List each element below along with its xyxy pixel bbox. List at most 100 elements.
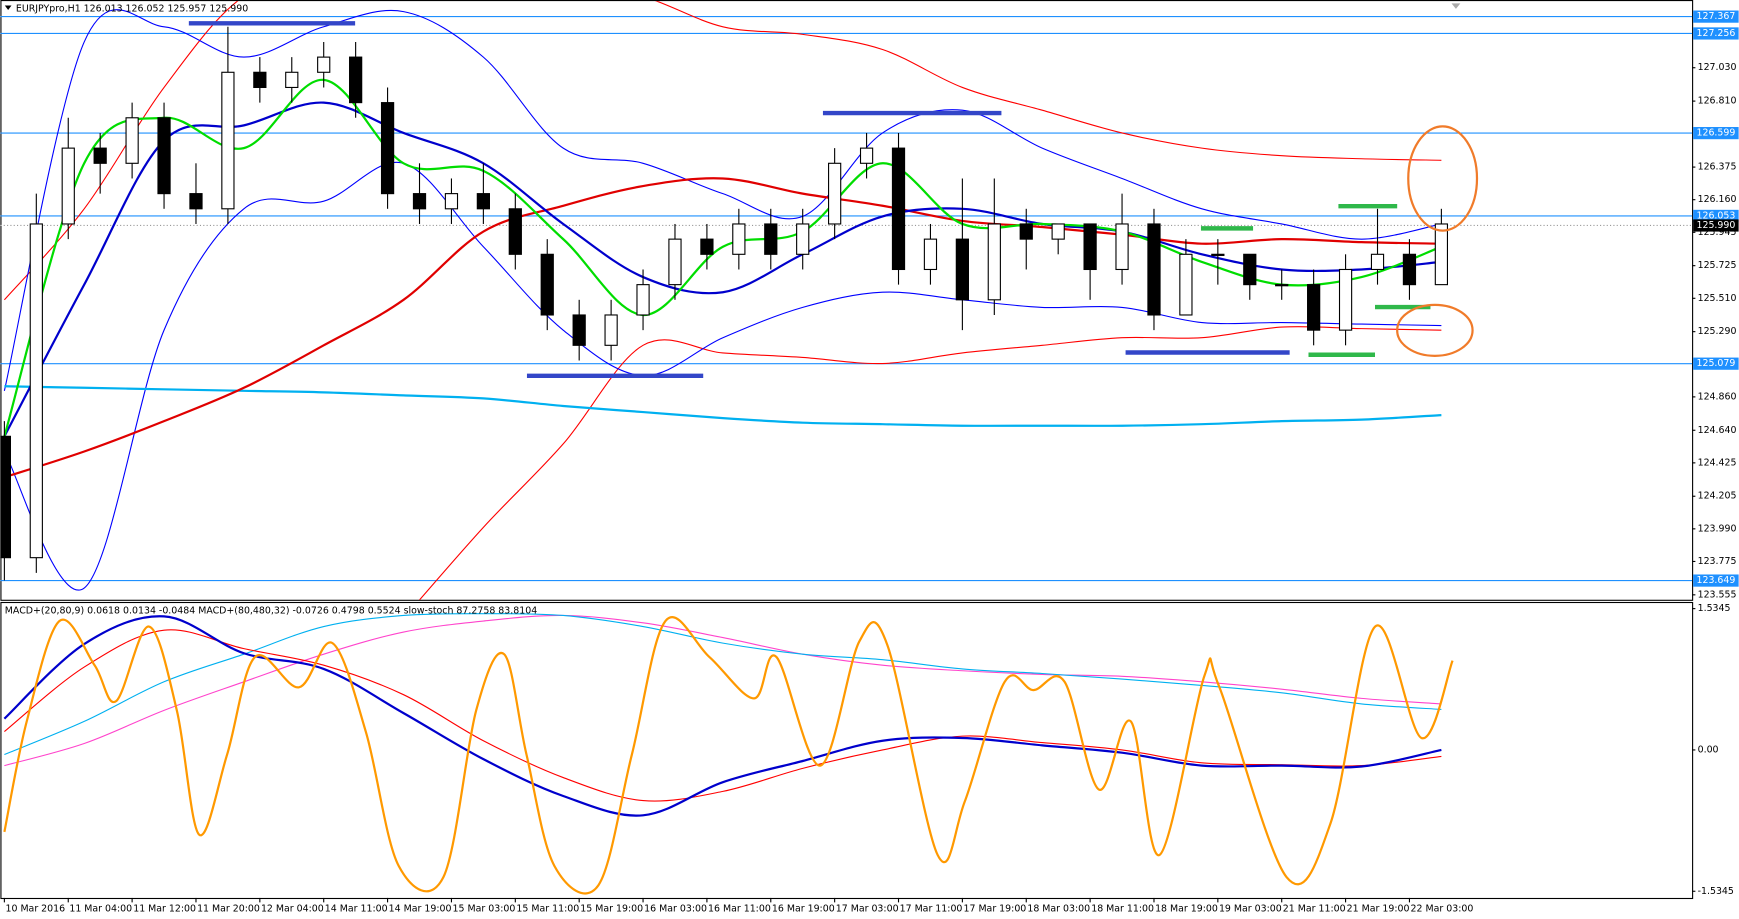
y-tick-label: 126.160 <box>1698 194 1737 205</box>
x-tick-label: 15 Mar 11:00 <box>516 904 579 915</box>
candle-body <box>700 238 714 255</box>
candle-body <box>1147 223 1161 316</box>
candle-body <box>604 314 618 346</box>
last-price-label: 125.990 <box>1696 220 1735 231</box>
x-tick-label: 11 Mar 20:00 <box>197 904 260 915</box>
drawn-objects <box>188 3 1479 379</box>
highlight-ellipse <box>1396 303 1474 357</box>
y-tick-label: 124.205 <box>1698 491 1737 502</box>
candle-body <box>891 147 906 271</box>
candle-body <box>412 193 427 210</box>
y-tick-label: 123.555 <box>1698 589 1737 600</box>
axes: 127.030 126.810 126.375 126.160 125.945 125.7… <box>3 10 1739 915</box>
x-tick-label: 14 Mar 11:00 <box>325 904 388 915</box>
candle-body <box>828 162 842 225</box>
candle-body <box>987 223 1001 301</box>
y-tick-label: 0.00 <box>1698 744 1719 755</box>
candle-body <box>1307 284 1321 331</box>
x-tick-label: 17 Mar 03:00 <box>836 904 899 915</box>
y-tick-label: -1.5345 <box>1698 886 1734 897</box>
x-tick-label: 18 Mar 11:00 <box>1091 904 1154 915</box>
candle-body <box>1051 223 1065 240</box>
y-tick-label: 126.375 <box>1698 162 1737 173</box>
level-label-box <box>1693 27 1739 40</box>
indicator-line <box>3 616 1454 895</box>
indicator-line <box>4 629 1442 802</box>
x-tick-label: 22 Mar 03:00 <box>1411 904 1474 915</box>
candle-body <box>61 147 75 225</box>
candle-body <box>796 223 810 255</box>
indicator-line <box>4 385 1442 427</box>
x-tick-label: 11 Mar 12:00 <box>133 904 196 915</box>
candle-body <box>859 147 874 164</box>
last-price-box <box>1693 219 1739 232</box>
candle-body <box>1179 253 1193 316</box>
x-tick-label: 15 Mar 03:00 <box>453 904 516 915</box>
chart-title: EURJPYpro,H1 126.013 126.052 125.957 125… <box>16 3 248 14</box>
level-label-box <box>1693 10 1739 23</box>
candle-body <box>29 223 43 559</box>
level-label: 127.367 <box>1696 11 1735 22</box>
indicator-line <box>418 326 1442 600</box>
candle-body <box>317 56 331 73</box>
candle-body <box>1275 284 1289 287</box>
candle-body <box>508 208 522 255</box>
x-tick-label: 15 Mar 19:00 <box>580 904 643 915</box>
x-tick-label: 17 Mar 11:00 <box>900 904 963 915</box>
candle-body <box>285 71 299 89</box>
x-tick-label: 18 Mar 19:00 <box>1155 904 1218 915</box>
y-tick-label: 1.5345 <box>1698 603 1731 614</box>
y-tick-label: 124.860 <box>1698 391 1737 402</box>
x-tick-label: 14 Mar 19:00 <box>389 904 452 915</box>
x-tick-label: 21 Mar 11:00 <box>1283 904 1346 915</box>
candle-body <box>636 284 650 316</box>
candle-body <box>764 223 778 255</box>
x-tick-label: 16 Mar 19:00 <box>772 904 835 915</box>
x-tick-label: 16 Mar 03:00 <box>644 904 707 915</box>
candle-body <box>380 102 395 195</box>
menu-triangle <box>4 5 12 10</box>
level-label: 126.053 <box>1696 210 1735 221</box>
candle-body <box>444 193 459 210</box>
level-label-box <box>1693 357 1739 370</box>
x-tick-label: 19 Mar 03:00 <box>1219 904 1282 915</box>
level-label: 127.256 <box>1696 28 1735 39</box>
x-tick-label: 12 Mar 04:00 <box>261 904 324 915</box>
y-tick-label: 124.640 <box>1698 425 1737 436</box>
candle-body <box>1402 253 1417 286</box>
level-label-box <box>1693 574 1739 587</box>
candle-body <box>1243 253 1257 286</box>
candle-body <box>540 253 554 316</box>
highlight-ellipse <box>1407 125 1479 232</box>
y-tick-label: 125.510 <box>1698 293 1737 304</box>
candle-body <box>189 193 203 210</box>
x-tick-label: 21 Mar 19:00 <box>1347 904 1410 915</box>
candle-body <box>157 117 171 195</box>
x-tick-label: 10 Mar 2016 <box>5 904 65 915</box>
y-tick-label: 125.945 <box>1698 227 1737 238</box>
y-tick-label: 126.810 <box>1698 96 1737 107</box>
y-tick-label: 125.725 <box>1698 260 1737 271</box>
candle-body <box>125 117 139 164</box>
x-tick-label: 17 Mar 19:00 <box>963 904 1026 915</box>
candle-body <box>1434 223 1448 286</box>
x-tick-label: 11 Mar 04:00 <box>69 904 132 915</box>
candle-body <box>1083 223 1097 271</box>
y-tick-label: 125.290 <box>1698 326 1737 337</box>
candle-body <box>1019 223 1033 240</box>
candle-body <box>1370 253 1385 271</box>
candle-body <box>1211 253 1225 256</box>
candle-body <box>93 147 107 164</box>
candle-body <box>349 56 363 104</box>
level-label: 126.599 <box>1696 128 1735 139</box>
shift-marker <box>1451 3 1461 9</box>
candle-body <box>955 238 969 301</box>
candle-body <box>476 193 490 210</box>
level-label-box <box>1693 127 1739 140</box>
indicator-plot <box>3 613 1454 895</box>
level-label: 123.649 <box>1696 575 1735 586</box>
x-tick-label: 18 Mar 03:00 <box>1027 904 1090 915</box>
indicator-title: MACD+(20,80,9) 0.0618 0.0134 -0.0484 MAC… <box>5 605 537 616</box>
indicator-line <box>3 101 1442 437</box>
